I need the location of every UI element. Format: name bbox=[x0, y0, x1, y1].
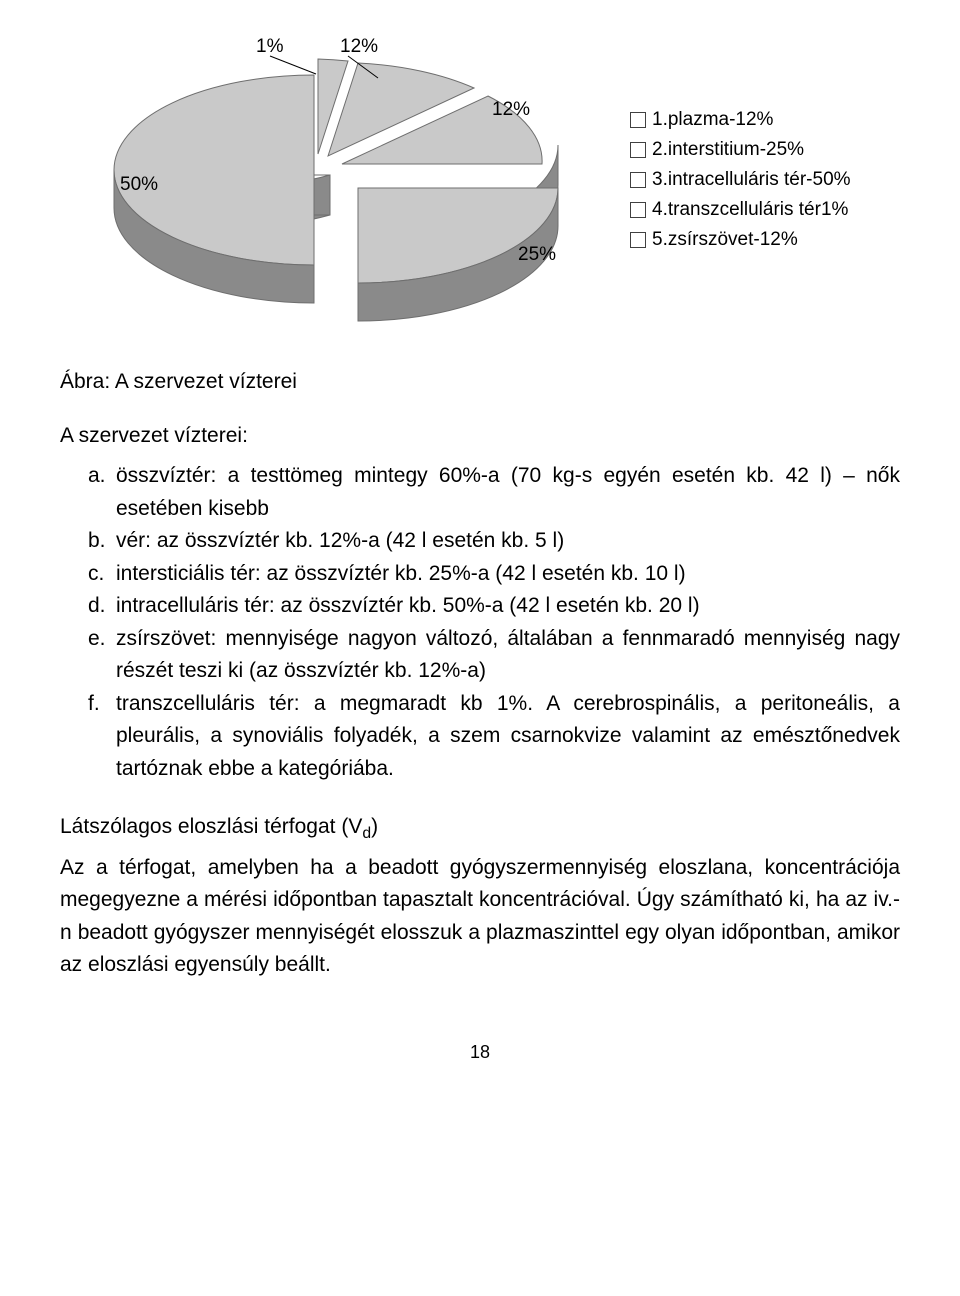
list-item: b. vér: az összvíztér kb. 12%-a (42 l es… bbox=[88, 525, 900, 558]
list-marker: a. bbox=[88, 460, 106, 493]
legend-swatch bbox=[630, 112, 646, 128]
list-marker: b. bbox=[88, 525, 106, 558]
legend-swatch bbox=[630, 202, 646, 218]
section-title: A szervezet vízterei: bbox=[60, 424, 900, 448]
legend-item: 3.intracelluláris tér-50% bbox=[630, 169, 851, 191]
list-marker: c. bbox=[88, 558, 104, 591]
list-text: transzcelluláris tér: a megmaradt kb 1%.… bbox=[116, 692, 900, 780]
page-number: 18 bbox=[60, 1042, 900, 1063]
legend-label: 1.plazma-12% bbox=[652, 109, 773, 131]
pie-label-12b: 12% bbox=[340, 36, 378, 57]
vd-title-pre: Látszólagos eloszlási térfogat (V bbox=[60, 815, 362, 838]
legend-label: 4.transzcelluláris tér1% bbox=[652, 199, 848, 221]
chart-row: 50% 25% 12% 12% 1% 1.plazma-12% 2.inters… bbox=[60, 30, 900, 330]
list-marker: e. bbox=[88, 623, 106, 656]
list-text: vér: az összvíztér kb. 12%-a (42 l eseté… bbox=[116, 529, 564, 552]
list-text: intracelluláris tér: az összvíztér kb. 5… bbox=[116, 594, 700, 617]
vd-body: Az a térfogat, amelyben ha a beadott gyó… bbox=[60, 852, 900, 982]
vd-title-post: ) bbox=[371, 815, 378, 838]
pie-label-50: 50% bbox=[120, 174, 158, 195]
pie-label-25: 25% bbox=[518, 244, 556, 265]
document-page: 50% 25% 12% 12% 1% 1.plazma-12% 2.inters… bbox=[0, 0, 960, 1103]
list-item: a. összvíztér: a testtömeg mintegy 60%-a… bbox=[88, 460, 900, 525]
pie-label-1: 1% bbox=[256, 36, 284, 57]
list-text: összvíztér: a testtömeg mintegy 60%-a (7… bbox=[116, 464, 900, 520]
chart-legend: 1.plazma-12% 2.interstitium-25% 3.intrac… bbox=[630, 109, 851, 251]
legend-label: 3.intracelluláris tér-50% bbox=[652, 169, 851, 191]
legend-swatch bbox=[630, 172, 646, 188]
list-text: zsírszövet: mennyisége nagyon változó, á… bbox=[116, 627, 900, 683]
pie-chart: 50% 25% 12% 12% 1% bbox=[60, 30, 600, 330]
legend-item: 4.transzcelluláris tér1% bbox=[630, 199, 851, 221]
list-marker: f. bbox=[88, 688, 100, 721]
legend-item: 2.interstitium-25% bbox=[630, 139, 851, 161]
pie-label-12a: 12% bbox=[492, 99, 530, 120]
legend-swatch bbox=[630, 232, 646, 248]
legend-item: 1.plazma-12% bbox=[630, 109, 851, 131]
list-item: f. transzcelluláris tér: a megmaradt kb … bbox=[88, 688, 900, 786]
legend-item: 5.zsírszövet-12% bbox=[630, 229, 851, 251]
compartment-list: a. összvíztér: a testtömeg mintegy 60%-a… bbox=[60, 460, 900, 785]
list-item: e. zsírszövet: mennyisége nagyon változó… bbox=[88, 623, 900, 688]
legend-swatch bbox=[630, 142, 646, 158]
legend-label: 2.interstitium-25% bbox=[652, 139, 804, 161]
vd-title-sub: d bbox=[362, 826, 371, 843]
figure-caption: Ábra: A szervezet vízterei bbox=[60, 370, 900, 394]
list-item: d. intracelluláris tér: az összvíztér kb… bbox=[88, 590, 900, 623]
vd-title: Látszólagos eloszlási térfogat (Vd) bbox=[60, 815, 900, 843]
list-marker: d. bbox=[88, 590, 106, 623]
legend-label: 5.zsírszövet-12% bbox=[652, 229, 798, 251]
list-text: intersticiális tér: az összvíztér kb. 25… bbox=[116, 562, 686, 585]
list-item: c. intersticiális tér: az összvíztér kb.… bbox=[88, 558, 900, 591]
